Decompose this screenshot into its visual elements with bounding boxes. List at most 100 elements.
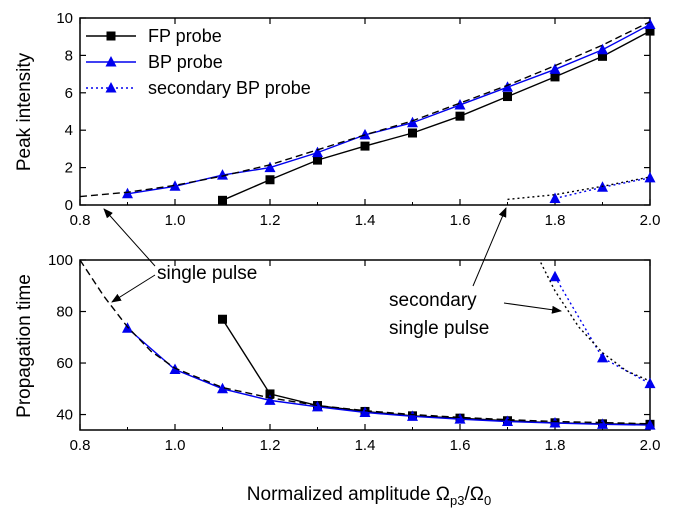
data-point [549, 192, 561, 203]
data-point [265, 175, 275, 185]
data-point [502, 81, 513, 92]
series-line-4 [540, 262, 651, 382]
data-point [644, 18, 656, 30]
y-tick-label: 8 [65, 47, 73, 64]
series-line-1 [127, 327, 651, 426]
secondary-arrow-up [472, 207, 507, 287]
data-point [503, 92, 512, 102]
data-point [597, 43, 608, 55]
y-tick-label: 0 [65, 197, 73, 214]
data-point [217, 382, 228, 394]
series-line-1 [127, 23, 651, 195]
data-point [454, 413, 466, 424]
bottom-series [79, 259, 656, 430]
y-tick-label: 60 [56, 355, 73, 372]
top-y-axis-title: Peak intensity [14, 52, 35, 171]
data-point [264, 161, 276, 173]
x-tick-label: 1.6 [450, 212, 471, 229]
data-point [169, 180, 181, 191]
data-point [502, 415, 513, 426]
legend-marker [106, 31, 116, 41]
x-tick-label: 2.0 [640, 437, 661, 454]
legend: FP probe BP probe secondary BP probe [86, 26, 311, 98]
x-tick-label: 1.2 [260, 212, 281, 229]
bottom-panel: 0.8 1.0 1.2 1.4 1.6 1.8 2.0 40 60 80 100 Propagati… [14, 252, 660, 508]
data-point [313, 155, 322, 165]
x-tick-label: 0.8 [70, 437, 91, 454]
data-point [312, 146, 323, 158]
x-tick-label: 1.2 [260, 437, 281, 454]
x-axis-title-mid: /Ω [464, 484, 483, 505]
y-tick-label: 100 [48, 252, 73, 269]
data-point [218, 195, 227, 205]
data-point [455, 111, 465, 121]
x-tick-label: 0.8 [70, 212, 91, 229]
data-point [549, 417, 561, 428]
data-point [644, 419, 656, 430]
secondary-arrow-right [503, 302, 562, 314]
data-point [265, 389, 275, 399]
x-tick-label: 1.8 [545, 437, 566, 454]
bottom-y-axis-title: Propagation time [14, 274, 35, 418]
annotations: single pulse secondary single pulse [103, 207, 562, 339]
data-point [218, 314, 227, 324]
series-line-2 [554, 276, 651, 385]
bottom-plot-frame [79, 259, 651, 431]
data-point [408, 128, 417, 138]
series-line-4 [507, 176, 651, 201]
data-point [359, 406, 371, 417]
data-point [597, 418, 608, 429]
y-tick-label: 6 [65, 85, 73, 102]
single-pulse-label: single pulse [157, 263, 257, 284]
top-ticks: 0.8 1.0 1.2 1.4 1.6 1.8 2.0 0 2 4 6 8 10 [56, 10, 660, 229]
y-tick-label: 4 [65, 122, 73, 139]
x-tick-label: 1.8 [545, 212, 566, 229]
x-tick-label: 1.6 [450, 437, 471, 454]
data-point [549, 63, 561, 74]
x-tick-label: 2.0 [640, 212, 661, 229]
series-line-3 [79, 259, 651, 425]
legend-marker [105, 56, 117, 67]
data-point [312, 400, 323, 412]
top-plot-frame [79, 17, 651, 206]
single-pulse-arrow-up [103, 208, 156, 267]
data-point [550, 72, 560, 82]
data-point [644, 171, 656, 183]
y-tick-label: 2 [65, 160, 73, 177]
secondary-label-line2: single pulse [389, 318, 489, 339]
y-tick-label: 40 [56, 407, 73, 424]
legend-item: BP probe [86, 52, 223, 72]
data-point [407, 410, 418, 421]
data-point [645, 26, 655, 36]
x-axis-title-sub1: p3 [450, 493, 464, 508]
x-tick-label: 1.4 [355, 437, 376, 454]
data-point [360, 141, 370, 151]
x-tick-label: 1.0 [165, 212, 186, 229]
data-point [549, 270, 561, 282]
legend-label: secondary BP probe [148, 78, 311, 98]
data-point [359, 128, 371, 140]
x-axis-title: Normalized amplitude Ωp3/Ω0 [247, 484, 491, 508]
series-line-2 [554, 177, 651, 200]
legend-marker [105, 82, 117, 93]
data-point [122, 187, 133, 199]
data-point [597, 351, 608, 363]
y-tick-label: 10 [56, 10, 73, 27]
series-line-3 [79, 21, 651, 198]
data-point [264, 394, 276, 405]
data-point [644, 377, 656, 389]
x-axis-title-main: Normalized amplitude Ω [247, 484, 450, 505]
legend-item: FP probe [86, 26, 222, 46]
bottom-ticks: 0.8 1.0 1.2 1.4 1.6 1.8 2.0 40 60 80 100 [48, 252, 660, 454]
secondary-label-line1: secondary [389, 290, 477, 311]
series-line-0 [222, 30, 651, 201]
x-tick-label: 1.4 [355, 212, 376, 229]
top-series [79, 18, 656, 205]
x-axis-title-sub2: 0 [484, 493, 491, 508]
legend-label: FP probe [148, 26, 222, 46]
top-panel: 0.8 1.0 1.2 1.4 1.6 1.8 2.0 0 2 4 6 8 10 Peak intens… [14, 10, 660, 229]
legend-item: secondary BP probe [86, 78, 311, 98]
single-pulse-arrow-down [111, 274, 156, 303]
data-point [407, 116, 418, 128]
